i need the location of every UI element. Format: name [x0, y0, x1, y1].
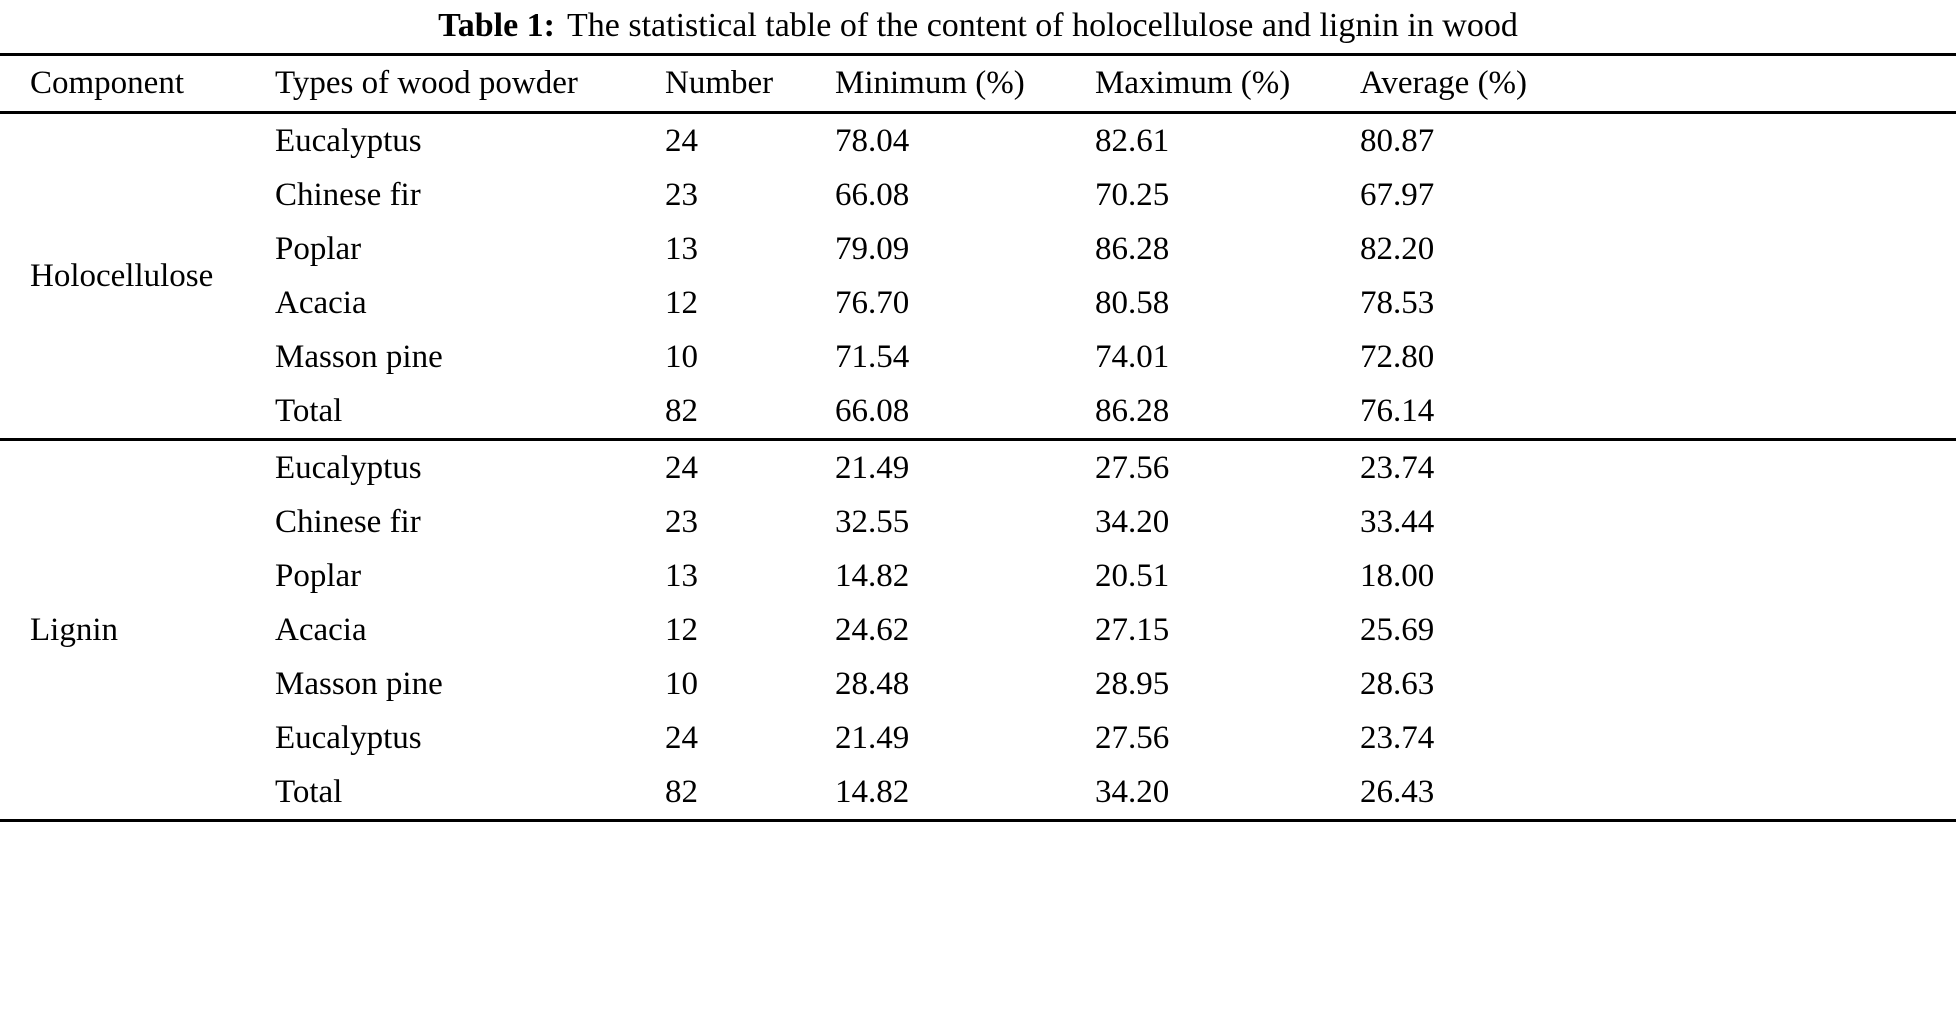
- maximum-cell: 86.28: [1095, 392, 1170, 429]
- wood-type-cell: Masson pine: [275, 665, 443, 702]
- average-cell: 76.14: [1360, 392, 1435, 429]
- table-row: Acacia 12 76.70 80.58 78.53: [0, 276, 1956, 330]
- minimum-cell: 21.49: [835, 449, 910, 486]
- wood-type-cell: Masson pine: [275, 338, 443, 375]
- wood-type-cell: Chinese fir: [275, 176, 421, 213]
- group-lignin: Lignin Eucalyptus 24 21.49 27.56 23.74 C…: [0, 439, 1956, 821]
- number-cell: 12: [665, 284, 698, 321]
- average-cell: 23.74: [1360, 449, 1435, 486]
- wood-type-cell: Poplar: [275, 557, 362, 594]
- wood-type-cell: Poplar: [275, 230, 362, 267]
- maximum-cell: 70.25: [1095, 176, 1170, 213]
- average-cell: 82.20: [1360, 230, 1435, 267]
- minimum-cell: 71.54: [835, 338, 910, 375]
- header-average: Average (%): [1360, 65, 1528, 101]
- number-cell: 12: [665, 611, 698, 648]
- table-row: Lignin Eucalyptus 24 21.49 27.56 23.74: [0, 440, 1956, 648]
- average-cell: 28.63: [1360, 665, 1435, 702]
- table-caption: Table 1: The statistical table of the con…: [0, 0, 1956, 53]
- table-caption-text: The statistical table of the content of …: [567, 7, 1518, 44]
- minimum-cell: 32.55: [835, 503, 910, 540]
- wood-type-cell: Total: [275, 773, 343, 810]
- wood-type-cell: Eucalyptus: [275, 122, 422, 159]
- maximum-cell: 28.95: [1095, 665, 1170, 702]
- wood-type-cell: Acacia: [275, 284, 367, 321]
- header-number: Number: [665, 65, 774, 101]
- table-row: Total 82 14.82 34.20 26.43: [0, 765, 1956, 821]
- average-cell: 33.44: [1360, 503, 1435, 540]
- minimum-cell: 79.09: [835, 230, 910, 267]
- minimum-cell: 14.82: [835, 557, 910, 594]
- maximum-cell: 20.51: [1095, 557, 1170, 594]
- header-row: Component Types of wood powder Number Mi…: [0, 55, 1956, 113]
- average-cell: 80.87: [1360, 122, 1435, 159]
- average-cell: 26.43: [1360, 773, 1435, 810]
- header-component: Component: [30, 65, 184, 101]
- group-holocellulose: Holocellulose Eucalyptus 24 78.04 82.61 …: [0, 113, 1956, 440]
- table-row: Chinese fir 23 32.55 34.20 33.44: [0, 495, 1956, 549]
- maximum-cell: 34.20: [1095, 503, 1170, 540]
- number-cell: 82: [665, 392, 698, 429]
- average-cell: 72.80: [1360, 338, 1435, 375]
- maximum-cell: 74.01: [1095, 338, 1170, 375]
- number-cell: 23: [665, 176, 698, 213]
- number-cell: 23: [665, 503, 698, 540]
- number-cell: 24: [665, 449, 698, 486]
- table-row: Holocellulose Eucalyptus 24 78.04 82.61 …: [0, 113, 1956, 294]
- table-row: Eucalyptus 24 21.49 27.56 23.74: [0, 711, 1956, 765]
- header-maximum: Maximum (%): [1095, 65, 1291, 101]
- component-cell: Holocellulose: [30, 257, 214, 294]
- average-cell: 78.53: [1360, 284, 1435, 321]
- maximum-cell: 27.56: [1095, 449, 1170, 486]
- maximum-cell: 82.61: [1095, 122, 1170, 159]
- maximum-cell: 34.20: [1095, 773, 1170, 810]
- average-cell: 23.74: [1360, 719, 1435, 756]
- header-wood-type: Types of wood powder: [275, 65, 578, 101]
- table-header: Component Types of wood powder Number Mi…: [0, 55, 1956, 113]
- maximum-cell: 86.28: [1095, 230, 1170, 267]
- number-cell: 13: [665, 230, 698, 267]
- average-cell: 25.69: [1360, 611, 1435, 648]
- number-cell: 24: [665, 122, 698, 159]
- minimum-cell: 28.48: [835, 665, 910, 702]
- table-row: Chinese fir 23 66.08 70.25 67.97: [0, 168, 1956, 222]
- table-row: Poplar 13 79.09 86.28 82.20: [0, 222, 1956, 276]
- table-row: Acacia 12 24.62 27.15 25.69: [0, 603, 1956, 657]
- table-row: Total 82 66.08 86.28 76.14: [0, 384, 1956, 440]
- minimum-cell: 76.70: [835, 284, 910, 321]
- wood-type-cell: Eucalyptus: [275, 449, 422, 486]
- header-minimum: Minimum (%): [835, 65, 1025, 101]
- table-row: Masson pine 10 71.54 74.01 72.80: [0, 330, 1956, 384]
- number-cell: 10: [665, 338, 698, 375]
- number-cell: 82: [665, 773, 698, 810]
- minimum-cell: 66.08: [835, 176, 910, 213]
- average-cell: 67.97: [1360, 176, 1435, 213]
- wood-type-cell: Acacia: [275, 611, 367, 648]
- number-cell: 13: [665, 557, 698, 594]
- table-row: Poplar 13 14.82 20.51 18.00: [0, 549, 1956, 603]
- minimum-cell: 14.82: [835, 773, 910, 810]
- number-cell: 24: [665, 719, 698, 756]
- maximum-cell: 27.15: [1095, 611, 1170, 648]
- table-row: Masson pine 10 28.48 28.95 28.63: [0, 657, 1956, 711]
- number-cell: 10: [665, 665, 698, 702]
- minimum-cell: 21.49: [835, 719, 910, 756]
- minimum-cell: 78.04: [835, 122, 910, 159]
- table-caption-label: Table 1:: [438, 7, 555, 44]
- minimum-cell: 66.08: [835, 392, 910, 429]
- maximum-cell: 80.58: [1095, 284, 1170, 321]
- average-cell: 18.00: [1360, 557, 1435, 594]
- wood-type-cell: Total: [275, 392, 343, 429]
- component-cell: Lignin: [30, 611, 118, 648]
- maximum-cell: 27.56: [1095, 719, 1170, 756]
- statistics-table: Component Types of wood powder Number Mi…: [0, 53, 1956, 822]
- wood-type-cell: Eucalyptus: [275, 719, 422, 756]
- wood-type-cell: Chinese fir: [275, 503, 421, 540]
- minimum-cell: 24.62: [835, 611, 910, 648]
